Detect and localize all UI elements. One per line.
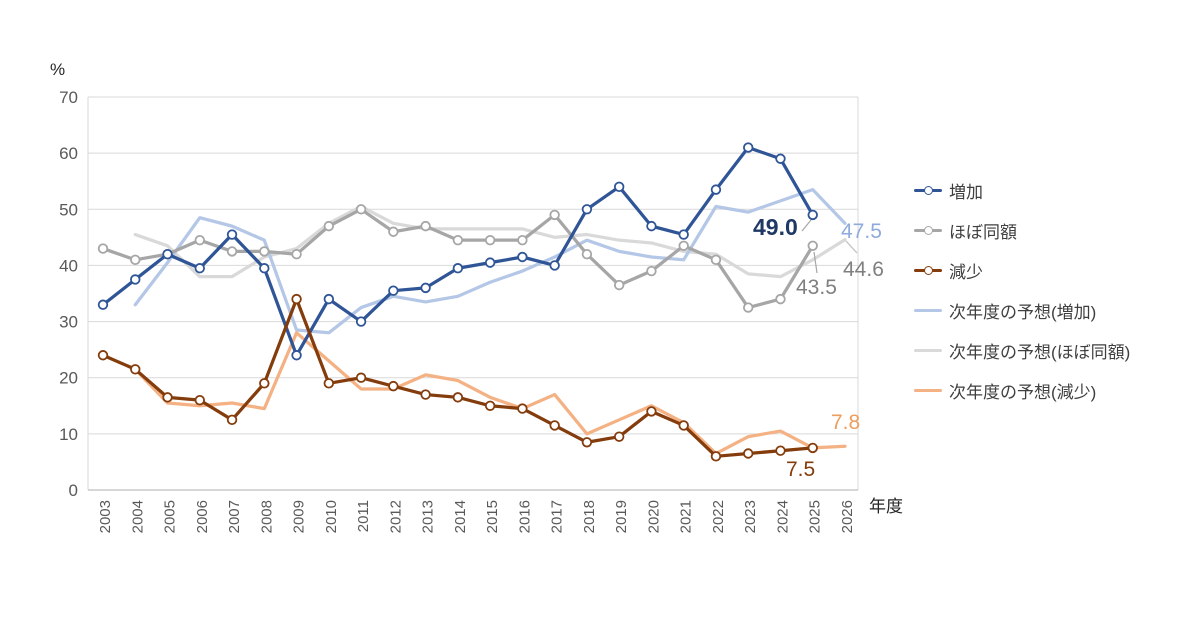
y-axis-tick-labels: 0 10 20 30 40 50 60 70	[59, 88, 78, 500]
data-label-increase-2025: 49.0	[753, 214, 798, 240]
svg-text:2015: 2015	[484, 500, 501, 533]
legend-item-forecast-same: 次年度の予想(ほぼ同額)	[914, 330, 1130, 370]
svg-text:50: 50	[59, 200, 78, 219]
svg-text:2013: 2013	[420, 500, 437, 533]
legend-label: ほぼ同額	[949, 222, 1017, 242]
leader-line-43-5	[813, 251, 818, 274]
x-axis-tick-labels: 2003 2004 2005 2006 2007 2008 2009 2010 2011 2012…	[97, 500, 856, 533]
svg-text:2017: 2017	[549, 500, 566, 533]
line-swatch-icon	[914, 388, 942, 392]
line-swatch-icon	[914, 185, 942, 195]
svg-text:70: 70	[59, 88, 78, 107]
data-label-forecast-increase-2026: 47.5	[841, 220, 882, 243]
svg-text:0: 0	[69, 481, 78, 500]
data-label-forecast-decrease-2026: 7.8	[831, 411, 861, 434]
gridlines	[87, 96, 859, 491]
legend-label: 減少	[949, 262, 983, 282]
svg-text:30: 30	[59, 313, 78, 332]
svg-text:60: 60	[59, 144, 78, 163]
svg-text:2007: 2007	[226, 500, 243, 533]
legend-label: 次年度の予想(ほぼ同額)	[949, 342, 1131, 362]
marker-dot-icon	[924, 225, 933, 235]
data-label-leader-lines	[801, 219, 858, 274]
chart-legend: 増加 ほぼ同額 減少 次年度の予想(増加) 次年度の予想(ほぼ同額) 次年度の予…	[914, 170, 1130, 410]
svg-text:2018: 2018	[581, 500, 598, 533]
svg-text:2010: 2010	[323, 500, 340, 533]
svg-text:2005: 2005	[162, 500, 179, 533]
legend-item-same: ほぼ同額	[914, 210, 1130, 250]
svg-text:2022: 2022	[710, 500, 727, 533]
line-swatch-icon	[914, 308, 942, 312]
legend-label: 次年度の予想(増加)	[949, 302, 1097, 322]
svg-text:40: 40	[59, 256, 78, 275]
svg-text:2024: 2024	[774, 500, 791, 533]
legend-label: 増加	[949, 182, 983, 202]
leader-line-44-6	[845, 240, 858, 254]
data-label-forecast-same-2026: 44.6	[843, 258, 884, 281]
line-swatch-icon	[914, 265, 942, 275]
svg-text:2021: 2021	[678, 500, 695, 533]
chart-series-lines	[97, 142, 847, 462]
svg-text:20: 20	[59, 369, 78, 388]
svg-text:2004: 2004	[129, 500, 146, 533]
svg-text:2003: 2003	[97, 500, 114, 533]
legend-item-increase: 増加	[914, 170, 1130, 210]
marker-dot-icon	[924, 265, 933, 275]
svg-text:2020: 2020	[645, 500, 662, 533]
svg-text:10: 10	[59, 425, 78, 444]
data-label-decrease-2025: 7.5	[786, 458, 816, 481]
svg-text:2019: 2019	[613, 500, 630, 533]
leader-line-49-0	[801, 219, 812, 232]
y-axis-unit-label: %	[50, 60, 66, 79]
legend-item-forecast-decrease: 次年度の予想(減少)	[914, 370, 1130, 410]
svg-text:2023: 2023	[742, 500, 759, 533]
legend-item-forecast-increase: 次年度の予想(増加)	[914, 290, 1130, 330]
data-label-same-2025: 43.5	[796, 276, 837, 299]
marker-dot-icon	[924, 185, 933, 195]
svg-text:2009: 2009	[291, 500, 308, 533]
svg-text:2012: 2012	[387, 500, 404, 533]
svg-text:2014: 2014	[452, 500, 469, 533]
legend-label: 次年度の予想(減少)	[949, 382, 1097, 402]
line-swatch-icon	[914, 348, 942, 352]
svg-text:2011: 2011	[355, 500, 372, 532]
x-axis-title: 年度	[869, 497, 903, 516]
svg-text:2016: 2016	[516, 500, 533, 533]
legend-item-decrease: 減少	[914, 250, 1130, 290]
svg-text:2025: 2025	[807, 500, 824, 533]
svg-text:2026: 2026	[839, 500, 856, 533]
svg-text:2006: 2006	[194, 500, 211, 533]
line-swatch-icon	[914, 225, 942, 235]
svg-text:2008: 2008	[258, 500, 275, 533]
